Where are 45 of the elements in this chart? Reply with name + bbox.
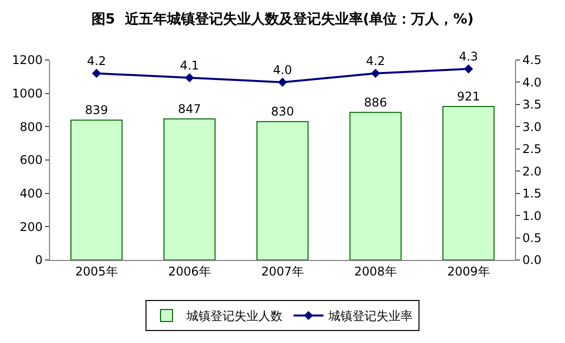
- bar: [163, 118, 216, 260]
- y2-tick-label: 1.0: [522, 208, 542, 223]
- data-label: 4.1: [180, 58, 200, 72]
- y-tick-label: 400: [20, 186, 43, 201]
- x-tick-label: 2006年: [168, 264, 211, 278]
- point: [278, 78, 288, 87]
- y-tick-label: 800: [20, 120, 43, 134]
- y2-tick-label: 0.0: [522, 253, 542, 268]
- data-label: 830: [271, 104, 294, 119]
- y2-tick-label: 2.5: [522, 142, 542, 156]
- y2-tick-label: 0.5: [522, 230, 542, 245]
- bar: [70, 120, 123, 260]
- chart-title: 图5 近五年城镇登记失业人数及登记失业率(单位：万人，%): [91, 10, 474, 28]
- x-tick-label: 2007年: [261, 264, 304, 278]
- point: [370, 68, 380, 78]
- x-tick-label: 2009年: [447, 264, 490, 278]
- data-label: 4.2: [86, 54, 106, 68]
- data-label: 847: [178, 102, 201, 116]
- data-label: 4.2: [366, 54, 386, 68]
- legend-label: 城镇登记失业人数: [186, 309, 282, 324]
- y2-tick-label: 2.0: [522, 164, 542, 178]
- y2-tick-label: 3.0: [522, 120, 542, 134]
- y-tick-label: 1000: [12, 86, 43, 101]
- data-label: 4.3: [458, 50, 478, 64]
- y-tick-label: 200: [20, 220, 43, 234]
- data-label: 886: [364, 95, 387, 110]
- data-label: 839: [85, 103, 108, 118]
- bar: [442, 106, 495, 260]
- y-tick-label: 0: [34, 253, 43, 268]
- point: [464, 64, 474, 74]
- x-tick-label: 2005年: [75, 264, 118, 278]
- y-tick-label: 600: [20, 153, 43, 168]
- y-tick-label: 1200: [12, 53, 43, 68]
- y2-tick-label: 3.5: [522, 98, 542, 112]
- x-tick-label: 2008年: [354, 264, 397, 278]
- y2-tick-label: 1.5: [522, 186, 542, 201]
- data-label: 921: [457, 90, 480, 104]
- bar: [256, 121, 309, 260]
- point: [92, 68, 102, 78]
- y2-tick-label: 4.5: [522, 53, 542, 68]
- data-label: 4.0: [272, 62, 292, 77]
- bar: [349, 112, 402, 260]
- y2-tick-label: 4.0: [522, 75, 542, 90]
- legend-label: 城镇登记失业率: [328, 309, 412, 324]
- point: [184, 73, 194, 82]
